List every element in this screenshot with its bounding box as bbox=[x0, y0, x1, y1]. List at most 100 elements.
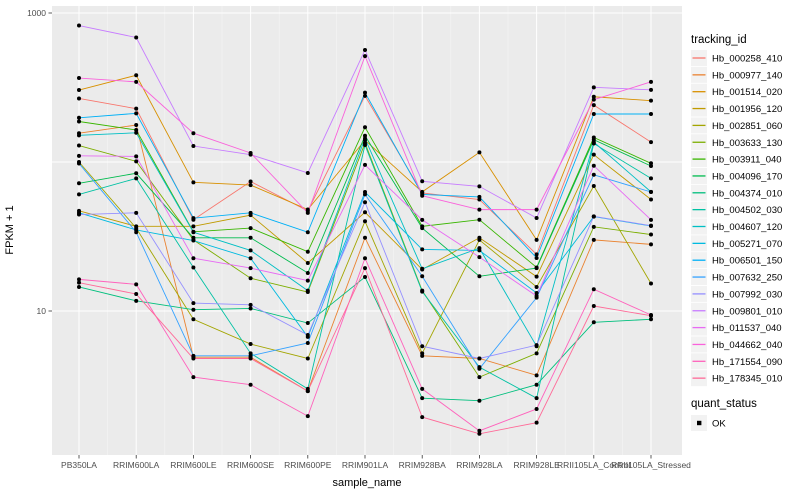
data-point bbox=[305, 414, 310, 419]
data-point bbox=[305, 207, 310, 212]
data-point bbox=[305, 356, 310, 361]
data-point bbox=[305, 170, 310, 175]
data-point bbox=[477, 356, 482, 361]
data-point bbox=[134, 106, 139, 111]
data-point bbox=[649, 176, 653, 181]
x-tick-label: RRIM600SE bbox=[227, 460, 275, 470]
data-point bbox=[591, 103, 596, 108]
data-point bbox=[420, 247, 425, 252]
data-point bbox=[534, 266, 539, 271]
legend-label-Hb_004096_170: Hb_004096_170 bbox=[712, 171, 782, 182]
data-point bbox=[420, 226, 425, 231]
data-point bbox=[591, 163, 596, 168]
legend-label-Hb_000258_410: Hb_000258_410 bbox=[712, 54, 782, 65]
data-point bbox=[305, 260, 310, 265]
data-point bbox=[77, 153, 81, 158]
data-point bbox=[649, 281, 653, 286]
data-point bbox=[591, 172, 596, 177]
data-point bbox=[305, 389, 310, 394]
data-point bbox=[477, 194, 482, 199]
x-tick-label: RRIM600LE bbox=[170, 460, 217, 470]
x-tick-label: PB350LA bbox=[61, 460, 97, 470]
data-point bbox=[134, 127, 139, 132]
data-point bbox=[477, 248, 482, 253]
data-point bbox=[534, 252, 539, 257]
data-point bbox=[649, 217, 653, 222]
data-point bbox=[363, 235, 367, 240]
data-point bbox=[649, 223, 653, 228]
data-point bbox=[134, 130, 139, 135]
data-point bbox=[134, 154, 139, 159]
data-point bbox=[191, 301, 196, 306]
data-point bbox=[591, 320, 596, 325]
legend-title-quant-status: quant_status bbox=[691, 398, 757, 410]
data-point bbox=[248, 382, 253, 387]
data-point bbox=[248, 256, 253, 261]
data-point bbox=[420, 415, 425, 420]
data-point bbox=[134, 79, 139, 84]
data-point bbox=[477, 375, 482, 380]
data-point bbox=[191, 317, 196, 322]
data-point bbox=[77, 88, 81, 93]
data-point bbox=[591, 85, 596, 90]
data-point bbox=[77, 181, 81, 186]
legend-label-Hb_044662_040: Hb_044662_040 bbox=[712, 340, 782, 351]
legend-label-Hb_006501_150: Hb_006501_150 bbox=[712, 256, 782, 267]
data-point bbox=[305, 249, 310, 254]
data-point bbox=[363, 192, 367, 197]
legend-label-Hb_004607_120: Hb_004607_120 bbox=[712, 222, 782, 233]
data-point bbox=[591, 304, 596, 309]
data-point bbox=[134, 298, 139, 303]
data-point bbox=[77, 280, 81, 285]
data-point bbox=[77, 161, 81, 166]
data-point bbox=[591, 94, 596, 99]
legend-label-Hb_011537_040: Hb_011537_040 bbox=[712, 323, 782, 334]
data-point bbox=[191, 180, 196, 185]
data-point bbox=[591, 184, 596, 189]
data-point bbox=[363, 136, 367, 141]
data-point bbox=[649, 242, 653, 247]
data-point bbox=[191, 216, 196, 221]
data-point bbox=[591, 214, 596, 219]
data-point bbox=[77, 119, 81, 124]
data-point bbox=[248, 179, 253, 184]
data-point bbox=[591, 287, 596, 292]
x-tick-label: RRII105LA_Stressed bbox=[611, 460, 691, 470]
data-point bbox=[134, 210, 139, 215]
data-point bbox=[305, 321, 310, 326]
x-axis-title: sample_name bbox=[332, 477, 401, 489]
data-point bbox=[248, 226, 253, 231]
data-point bbox=[534, 420, 539, 425]
data-point bbox=[77, 284, 81, 289]
data-point bbox=[420, 274, 425, 279]
legend-label-Hb_007632_250: Hb_007632_250 bbox=[712, 273, 782, 284]
data-point bbox=[191, 356, 196, 361]
data-point bbox=[420, 193, 425, 198]
data-point bbox=[420, 266, 425, 271]
data-point bbox=[77, 96, 81, 101]
legend-label-Hb_003911_040: Hb_003911_040 bbox=[712, 155, 782, 166]
data-point bbox=[534, 343, 539, 348]
data-point bbox=[305, 278, 310, 283]
data-point bbox=[248, 266, 253, 271]
data-point bbox=[534, 284, 539, 289]
data-point bbox=[134, 292, 139, 297]
data-point bbox=[77, 277, 81, 282]
legend-label-Hb_000977_140: Hb_000977_140 bbox=[712, 70, 782, 81]
y-tick-label: 10 bbox=[37, 306, 47, 316]
data-point bbox=[420, 344, 425, 349]
data-point bbox=[534, 291, 539, 296]
data-point bbox=[477, 274, 482, 279]
legend-label-Hb_007992_030: Hb_007992_030 bbox=[712, 289, 782, 300]
data-point bbox=[77, 212, 81, 217]
data-point bbox=[191, 238, 196, 243]
legend-label-Hb_003633_130: Hb_003633_130 bbox=[712, 138, 782, 149]
data-point bbox=[591, 111, 596, 116]
data-point bbox=[363, 54, 367, 59]
data-point bbox=[477, 207, 482, 212]
data-point bbox=[363, 266, 367, 271]
legend-label-Hb_002851_060: Hb_002851_060 bbox=[712, 121, 782, 132]
legend-title-tracking-id: tracking_id bbox=[691, 34, 747, 46]
data-point bbox=[134, 171, 139, 176]
